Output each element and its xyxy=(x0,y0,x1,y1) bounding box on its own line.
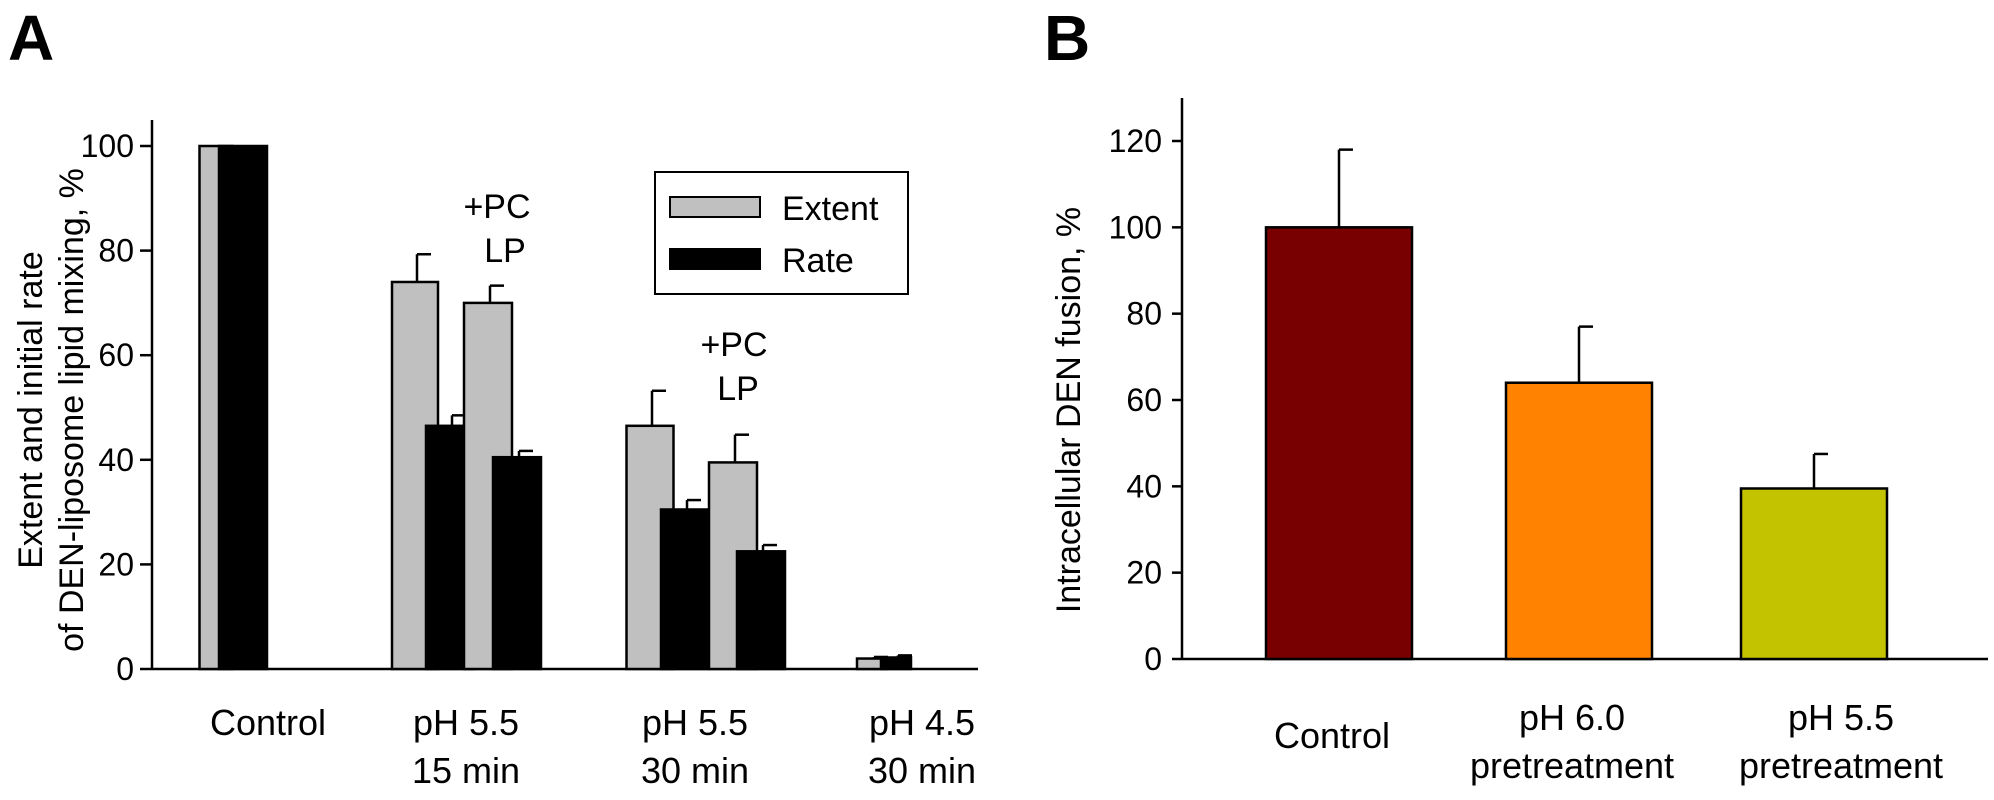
x-category-label-a-line2: 15 min xyxy=(412,750,520,791)
x-category-label-b-line2: pretreatment xyxy=(1470,745,1674,786)
panel-a-legend: Extent Rate xyxy=(654,171,909,295)
y-tick-label-a: 80 xyxy=(98,233,134,269)
y-tick-label-b: 80 xyxy=(1126,296,1162,332)
y-tick-label-b: 40 xyxy=(1126,468,1162,504)
y-tick-label-a: 60 xyxy=(98,337,134,373)
legend-label-extent: Extent xyxy=(782,190,879,228)
panel-a-bars xyxy=(198,144,913,671)
bar-b-1 xyxy=(1264,226,1414,661)
x-category-label-a: Control xyxy=(210,702,326,743)
panel-a-axes: 0 20 40 60 80 100 Control pH 5.5 15 min pH 5.5 30 … xyxy=(81,120,978,791)
x-category-label-b-line2: pretreatment xyxy=(1739,745,1943,786)
x-category-label-b: Control xyxy=(1274,715,1390,756)
x-category-label-a-line2: 30 min xyxy=(868,750,976,791)
x-category-label-b: pH 6.0 xyxy=(1519,697,1625,738)
annotation-pc-lp-1-line1: +PC xyxy=(463,188,530,226)
y-tick-label-b: 20 xyxy=(1126,555,1162,591)
y-tick-label-b: 120 xyxy=(1109,123,1162,159)
panel-b-axes: 0 20 40 60 80 100 120 Control pH 6.0 pretreatment… xyxy=(1109,98,1988,786)
bar-rate xyxy=(659,508,711,671)
x-category-label-a: pH 5.5 xyxy=(413,702,519,743)
annotation-pc-lp-2-line2: LP xyxy=(717,370,759,408)
panel-a-label: A xyxy=(8,2,54,74)
y-tick-label-a: 20 xyxy=(98,546,134,582)
legend-label-rate: Rate xyxy=(782,242,854,280)
legend-swatch-rate xyxy=(669,248,761,270)
y-tick-label-a: 0 xyxy=(116,651,134,687)
legend-swatch-extent xyxy=(669,196,761,218)
bar-rate xyxy=(879,656,913,671)
panel-b-label: B xyxy=(1044,2,1090,74)
y-tick-label-b: 60 xyxy=(1126,382,1162,418)
bar-rate xyxy=(217,144,269,671)
bar-b-2 xyxy=(1504,381,1654,661)
bar-b-3 xyxy=(1739,487,1889,661)
x-category-label-a: pH 5.5 xyxy=(642,702,748,743)
annotation-pc-lp-1-line2: LP xyxy=(484,232,526,270)
y-tick-label-a: 40 xyxy=(98,442,134,478)
bar-rate xyxy=(491,455,543,671)
x-category-label-a: pH 4.5 xyxy=(869,702,975,743)
x-category-label-b: pH 5.5 xyxy=(1788,697,1894,738)
y-tick-label-b: 100 xyxy=(1109,209,1162,245)
panel-b-bars xyxy=(1264,148,1889,661)
panel-a-annotations: +PC LP +PC LP xyxy=(463,188,767,408)
x-category-label-a-line2: 30 min xyxy=(641,750,749,791)
panel-a-ylabel-line2: of DEN-liposome lipid mixing, % xyxy=(53,168,91,652)
panel-a-ylabel-line1: Extent and initial rate xyxy=(12,251,50,569)
y-tick-label-a: 100 xyxy=(81,128,134,164)
y-tick-label-b: 0 xyxy=(1144,641,1162,677)
annotation-pc-lp-2-line1: +PC xyxy=(700,326,767,364)
bar-rate xyxy=(735,550,787,671)
legend-box xyxy=(654,171,909,295)
panel-b-ylabel: Intracellular DEN fusion, % xyxy=(1050,207,1088,613)
